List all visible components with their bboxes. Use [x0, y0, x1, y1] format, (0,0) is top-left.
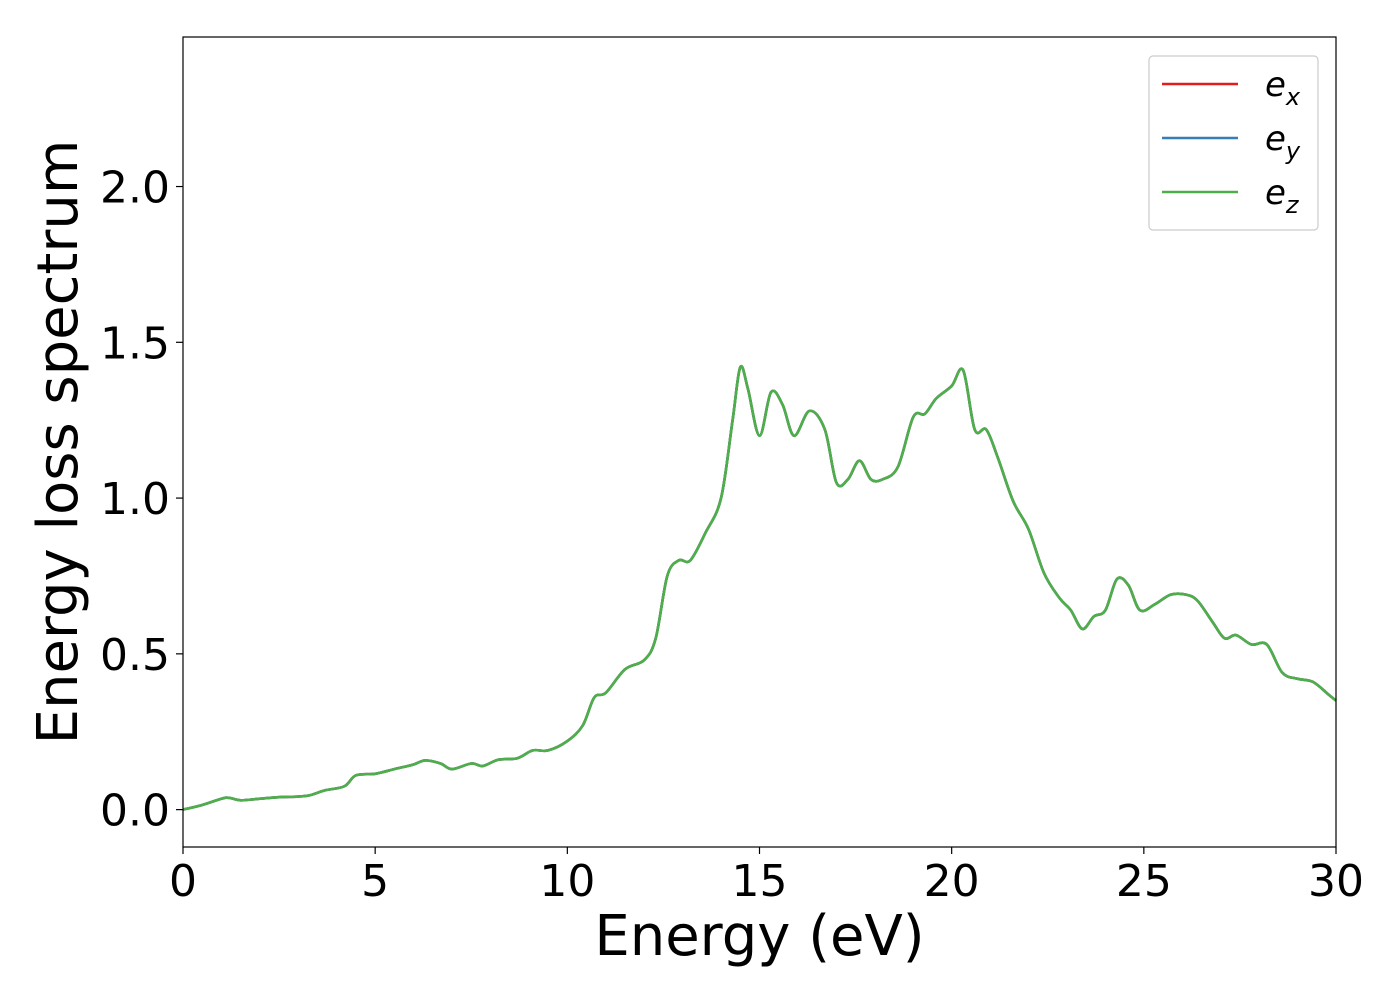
y-tick-label: 0.0: [100, 786, 170, 837]
series-lines: [182, 364, 1337, 811]
x-tick-label: 20: [924, 856, 980, 907]
y-tick-label: 0.5: [100, 630, 170, 681]
x-tick-label: 5: [361, 856, 389, 907]
series-line-e-z: [182, 364, 1337, 811]
x-tick-label: 0: [169, 856, 197, 907]
y-axis-label: Energy loss spectrum: [26, 140, 91, 745]
x-axis-ticks: 0 5 10 15 20 25 30: [169, 847, 1364, 907]
y-tick-label: 1.5: [100, 318, 170, 369]
x-tick-label: 10: [539, 856, 595, 907]
x-axis-label: Energy (eV): [594, 904, 924, 969]
legend-box: [1148, 55, 1319, 231]
y-tick-label: 1.0: [100, 474, 170, 525]
x-tick-label: 25: [1116, 856, 1172, 907]
y-axis-ticks: 0.0 0.5 1.0 1.5 2.0: [100, 163, 183, 837]
y-tick-label: 2.0: [100, 163, 170, 214]
x-tick-label: 15: [732, 856, 788, 907]
plot-area: [183, 37, 1336, 847]
x-tick-label: 30: [1308, 856, 1364, 907]
